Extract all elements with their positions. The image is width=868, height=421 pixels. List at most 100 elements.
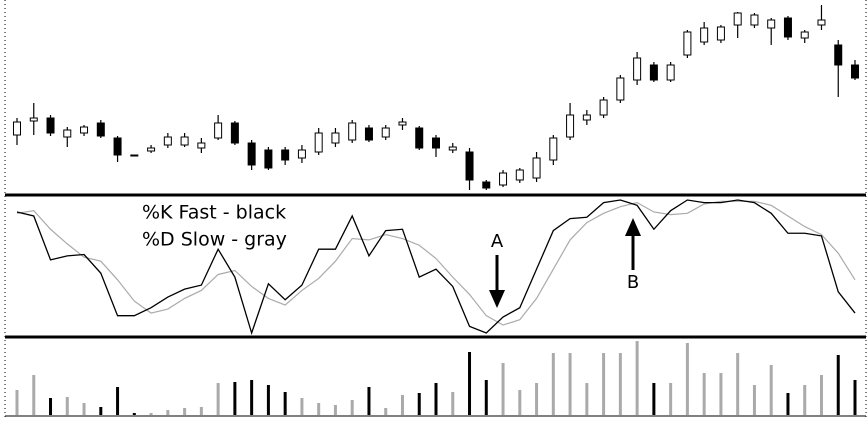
volume-bar <box>417 393 421 415</box>
candle-body <box>297 149 306 159</box>
volume-bar <box>283 392 287 415</box>
volume-bar <box>266 385 270 415</box>
candle-body <box>281 149 290 161</box>
candle-body <box>398 121 407 126</box>
volume-bar <box>65 397 69 415</box>
volume-bar <box>685 343 689 415</box>
volume-bar <box>116 387 120 415</box>
candle-body <box>750 14 759 26</box>
volume-bar <box>568 353 572 415</box>
volume-bar <box>434 383 438 415</box>
volume-bar <box>484 380 488 415</box>
candle-body <box>381 127 390 138</box>
marks <box>13 5 859 415</box>
candle-body <box>851 64 859 79</box>
volume-bar <box>183 408 187 415</box>
candle-body <box>800 31 809 39</box>
volume-bar <box>233 382 237 415</box>
volume-bar <box>216 383 220 415</box>
candle-body <box>482 181 491 189</box>
volume-bar <box>367 387 371 415</box>
candle-body <box>13 121 21 136</box>
candle-body <box>566 114 575 138</box>
volume-bar <box>166 410 170 415</box>
volume-bar <box>518 390 522 415</box>
volume-bar <box>451 392 455 415</box>
legend-k: %K Fast - black <box>142 202 286 224</box>
candle-body <box>767 19 776 29</box>
candle-body <box>733 12 742 26</box>
volume-bar <box>501 363 505 415</box>
candle-body <box>834 44 843 66</box>
volume-bar <box>250 380 254 415</box>
candle-body <box>364 127 373 141</box>
volume-bar <box>149 413 153 415</box>
volume-bar <box>333 405 337 415</box>
candle-body <box>63 129 72 138</box>
candle-body <box>247 142 256 166</box>
volume-bar <box>535 383 539 415</box>
annotation-a: A <box>491 231 504 252</box>
volume-bar <box>836 355 840 415</box>
volume-bar <box>752 385 756 415</box>
candle-body <box>549 137 558 161</box>
candle-body <box>817 19 826 26</box>
volume-bar <box>300 398 304 415</box>
volume-bar <box>853 380 857 415</box>
candle-body <box>582 114 591 121</box>
candle-body <box>783 17 792 38</box>
candle-body <box>649 64 658 81</box>
candle-body <box>113 137 122 156</box>
candle-body <box>29 117 38 122</box>
volume-bar <box>49 398 53 415</box>
candle-body <box>499 172 508 186</box>
volume-bar <box>82 403 86 415</box>
volume-bar <box>635 341 639 415</box>
candle-body <box>700 27 709 43</box>
candle-body <box>96 122 105 137</box>
legend-d: %D Slow - gray <box>142 229 287 251</box>
volume-bar <box>99 407 103 415</box>
volume-bar <box>719 373 723 415</box>
candle-body <box>80 126 89 134</box>
volume-bar <box>769 365 773 415</box>
candle-body <box>46 117 55 134</box>
candle-body <box>180 136 189 146</box>
arrow-b-head <box>625 218 641 236</box>
volume-bar <box>702 373 706 415</box>
candle-body <box>130 154 139 157</box>
candle-body <box>683 31 692 56</box>
candle-body <box>716 26 725 41</box>
candle-body <box>448 146 457 151</box>
volume-bar <box>400 395 404 415</box>
volume-bar <box>384 408 388 415</box>
candle-body <box>532 157 541 179</box>
candle-body <box>415 127 424 149</box>
volume-bar <box>15 390 19 415</box>
candle-body <box>432 137 440 149</box>
volume-bar <box>199 407 203 415</box>
candle-body <box>314 132 323 153</box>
arrow-a-head <box>489 290 505 308</box>
line-series <box>16 199 856 336</box>
candle-body <box>163 136 172 146</box>
candle-body <box>230 122 239 144</box>
candle-body <box>147 147 156 152</box>
volume-bar <box>803 385 807 415</box>
candle-body <box>197 142 206 149</box>
candle-body <box>465 151 474 181</box>
candle-body <box>616 77 625 101</box>
volume-bar <box>652 383 656 415</box>
volume-bar <box>602 353 606 415</box>
candle-body <box>666 64 675 81</box>
candle-body <box>515 169 524 181</box>
volume-bar <box>317 403 321 415</box>
volume-bar <box>786 393 790 415</box>
candle-body <box>348 122 357 141</box>
candle-body <box>214 122 223 139</box>
annotation-b: B <box>627 272 639 293</box>
volume-bar <box>669 383 673 415</box>
volume-bar <box>551 353 555 415</box>
volume-bar <box>132 413 136 415</box>
